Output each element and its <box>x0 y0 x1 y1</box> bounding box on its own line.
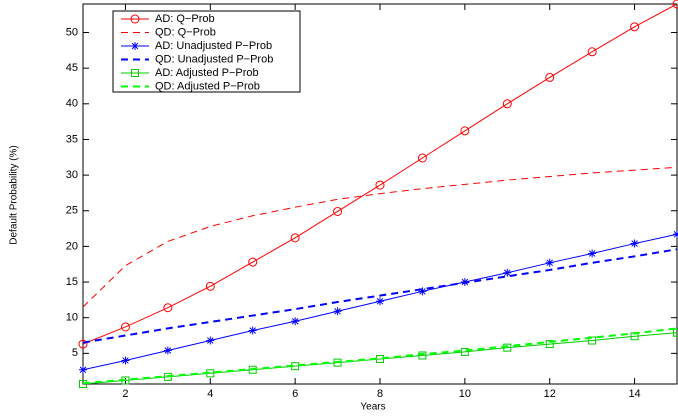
legend-label: QD: Q−Prob <box>155 26 216 38</box>
marker <box>503 268 512 277</box>
series-line <box>83 327 677 384</box>
x-tick-label: 10 <box>459 388 471 400</box>
marker <box>503 343 512 352</box>
legend-label: QD: Adjusted P−Prob <box>155 80 260 92</box>
y-tick-label: 45 <box>66 62 78 74</box>
marker <box>78 339 88 349</box>
marker <box>121 356 130 365</box>
marker <box>545 340 554 349</box>
marker <box>375 180 385 190</box>
marker <box>205 281 215 291</box>
legend-label: AD: Unadjusted P−Prob <box>155 40 272 52</box>
x-tick-label: 2 <box>122 388 128 400</box>
marker <box>206 336 215 345</box>
y-tick-label: 40 <box>66 98 78 110</box>
legend-label: QD: Unadjusted P−Prob <box>155 53 273 65</box>
y-tick-label: 15 <box>66 276 78 288</box>
marker <box>163 346 172 355</box>
series-line <box>83 4 677 345</box>
marker <box>587 47 597 57</box>
y-axis-label: Default Probability (%) <box>9 145 20 244</box>
marker <box>163 372 172 381</box>
marker <box>333 206 343 216</box>
marker <box>673 230 678 239</box>
x-tick-label: 6 <box>292 388 298 400</box>
marker <box>630 22 640 32</box>
marker <box>163 303 173 313</box>
marker <box>79 380 87 388</box>
marker <box>545 72 555 82</box>
x-tick-label: 4 <box>207 388 213 400</box>
legend-label: AD: Q−Prob <box>155 13 215 25</box>
marker <box>248 257 258 267</box>
y-tick-label: 10 <box>66 312 78 324</box>
marker <box>673 328 678 337</box>
x-axis-label: Years <box>360 402 385 413</box>
marker <box>418 351 427 360</box>
x-tick-label: 8 <box>377 388 383 400</box>
y-tick-label: 5 <box>72 347 78 359</box>
marker <box>418 287 427 296</box>
y-tick-label: 20 <box>66 240 78 252</box>
y-tick-label: 25 <box>66 205 78 217</box>
marker <box>630 239 639 248</box>
legend-box <box>112 10 301 93</box>
marker <box>79 365 87 374</box>
marker <box>588 249 597 258</box>
marker <box>460 126 470 136</box>
marker <box>120 322 130 332</box>
legend-label: AD: Adjusted P−Prob <box>155 67 259 79</box>
marker <box>131 42 139 50</box>
series-line <box>83 248 677 344</box>
marker <box>290 233 300 243</box>
y-tick-label: 50 <box>66 26 78 38</box>
series-line <box>83 166 677 308</box>
marker <box>248 365 257 374</box>
marker <box>417 153 427 163</box>
marker <box>588 336 597 345</box>
y-tick-label: 35 <box>66 133 78 145</box>
x-tick-label: 12 <box>544 388 556 400</box>
marker <box>672 0 678 9</box>
marker <box>291 317 300 326</box>
y-tick-label: 30 <box>66 169 78 181</box>
marker <box>333 358 342 367</box>
marker <box>248 326 257 335</box>
marker <box>376 297 384 306</box>
marker <box>333 307 342 316</box>
marker <box>460 347 469 356</box>
marker <box>502 99 512 109</box>
marker <box>131 69 139 77</box>
x-tick-label: 14 <box>628 388 640 400</box>
marker <box>545 258 554 267</box>
marker <box>130 14 140 24</box>
